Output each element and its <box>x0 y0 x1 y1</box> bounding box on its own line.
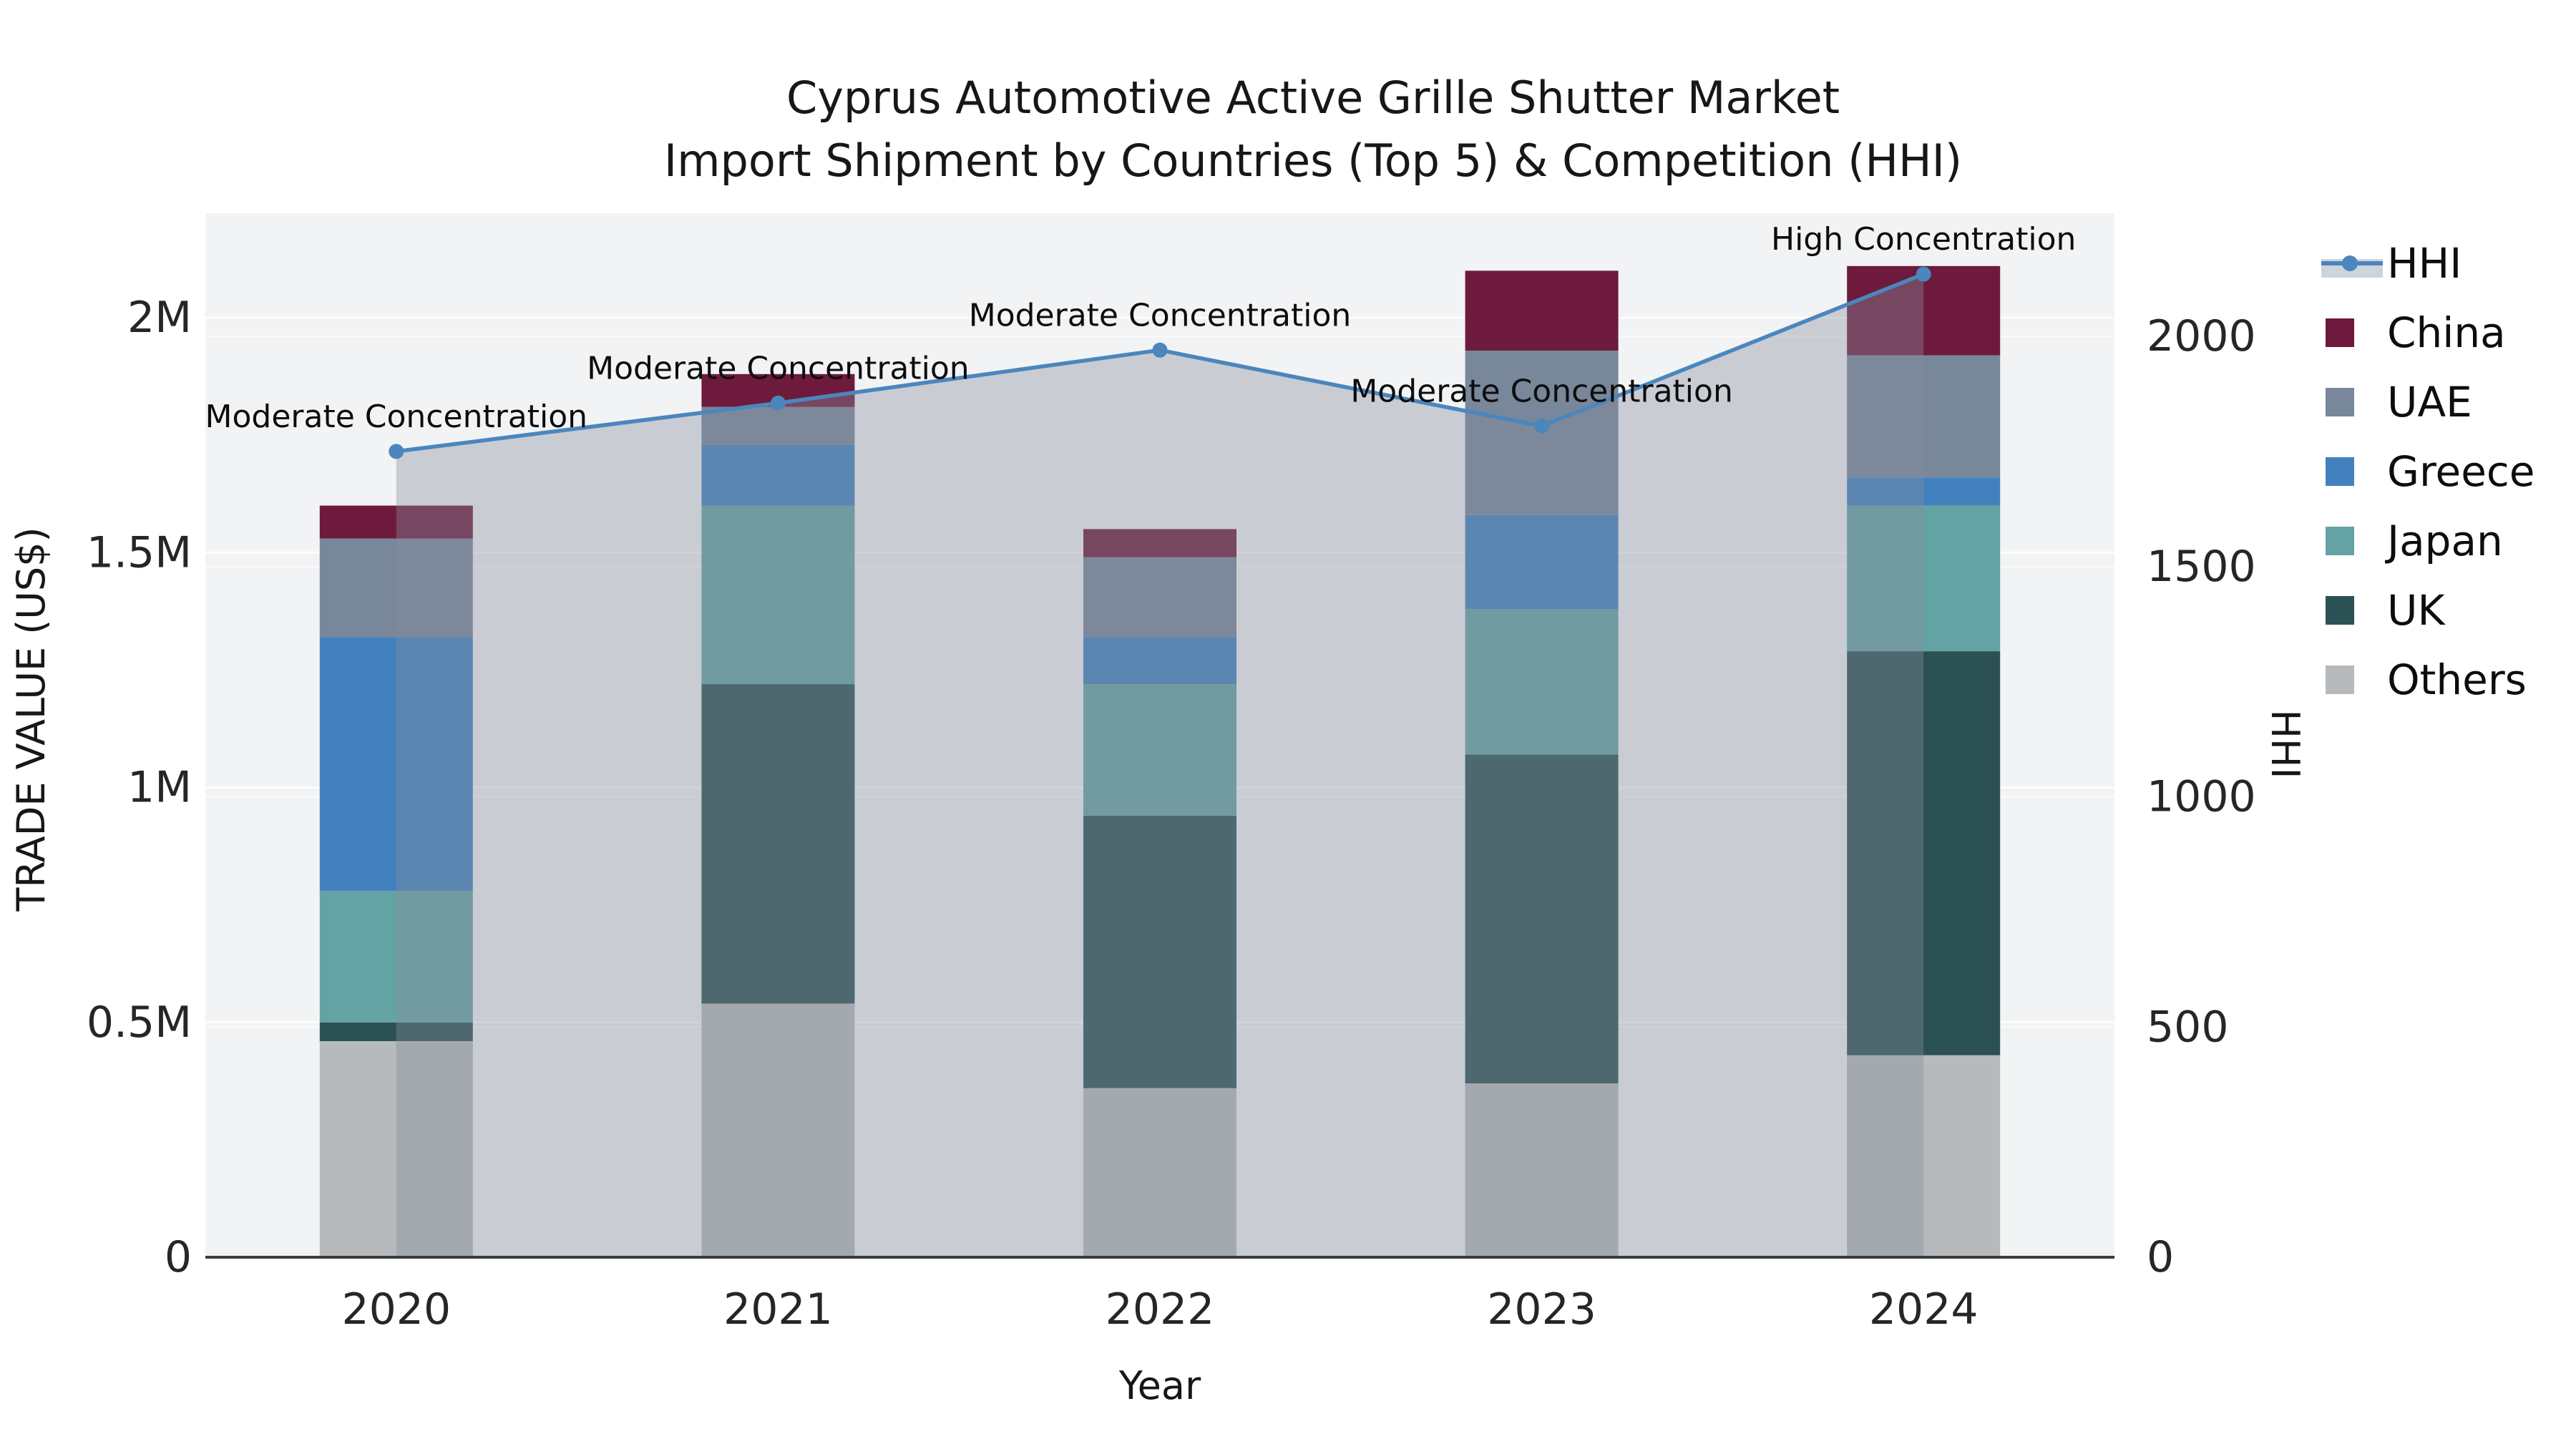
bar-segment-greece-2021[interactable] <box>701 444 855 506</box>
x-axis-title: Year <box>1118 1363 1201 1408</box>
legend-swatch-japan <box>2326 527 2354 555</box>
legend-label-china: China <box>2387 308 2506 357</box>
bar-segment-greece-2020[interactable] <box>319 637 473 891</box>
bar-segment-others-2020[interactable] <box>319 1041 473 1257</box>
y-axis-title: TRADE VALUE (US$) <box>9 527 54 912</box>
bar-segment-uk-2023[interactable] <box>1465 754 1619 1084</box>
legend-swatch-uae <box>2326 388 2354 416</box>
bar-segment-china-2022[interactable] <box>1083 529 1236 557</box>
y2-tick-500: 500 <box>2147 1002 2229 1052</box>
legend-label-uae: UAE <box>2387 378 2472 426</box>
right-axis-tick-labels: 0 500 1000 1500 2000 <box>2147 311 2256 1282</box>
hhi-marker-2020[interactable] <box>389 444 404 459</box>
legend-label-uk: UK <box>2387 586 2446 635</box>
y2-tick-1000: 1000 <box>2147 772 2256 822</box>
legend-swatch-greece <box>2326 457 2354 486</box>
annotations: Moderate Concentration Moderate Concentra… <box>205 221 2077 435</box>
legend-item-hhi[interactable]: HHI <box>2321 239 2462 288</box>
bar-segment-others-2024[interactable] <box>1847 1055 2001 1257</box>
bar-segment-japan-2021[interactable] <box>701 505 855 685</box>
legend-item-uk[interactable]: UK <box>2326 586 2446 635</box>
bar-segment-greece-2023[interactable] <box>1465 514 1619 610</box>
x-tick-2023: 2023 <box>1487 1284 1596 1335</box>
bar-segment-china-2020[interactable] <box>319 505 473 539</box>
legend-swatch-china <box>2326 318 2354 347</box>
annotation-2022: Moderate Concentration <box>969 297 1352 333</box>
legend-label-hhi: HHI <box>2387 239 2462 288</box>
x-tick-2022: 2022 <box>1106 1284 1215 1335</box>
bar-segment-uae-2020[interactable] <box>319 538 473 638</box>
hhi-marker-2024[interactable] <box>1916 266 1931 282</box>
bar-segment-japan-2023[interactable] <box>1465 609 1619 755</box>
bar-segment-uae-2024[interactable] <box>1847 355 2001 478</box>
bar-segment-others-2022[interactable] <box>1083 1088 1236 1257</box>
annotation-2020: Moderate Concentration <box>205 399 588 435</box>
y-tick-0.5M: 0.5M <box>87 997 192 1048</box>
y-tick-1.5M: 1.5M <box>87 527 192 577</box>
x-tick-2020: 2020 <box>341 1284 451 1335</box>
legend-label-others: Others <box>2387 655 2527 704</box>
y2-axis-title: HHI <box>2263 709 2308 779</box>
bar-segment-china-2023[interactable] <box>1465 270 1619 351</box>
hhi-marker-2021[interactable] <box>770 395 786 411</box>
bar-segment-greece-2022[interactable] <box>1083 637 1236 685</box>
hhi-marker-2022[interactable] <box>1152 342 1168 358</box>
y2-tick-1500: 1500 <box>2147 542 2256 592</box>
bar-segment-others-2023[interactable] <box>1465 1083 1619 1257</box>
hhi-area-fill <box>396 274 1924 1258</box>
x-tick-2021: 2021 <box>723 1284 833 1335</box>
bar-segment-uk-2021[interactable] <box>701 684 855 1004</box>
legend-item-uae[interactable]: UAE <box>2326 378 2472 426</box>
bar-segment-japan-2022[interactable] <box>1083 684 1236 816</box>
legend-label-greece: Greece <box>2387 447 2534 496</box>
annotation-2021: Moderate Concentration <box>587 350 970 386</box>
y2-tick-0: 0 <box>2147 1232 2174 1282</box>
chart-title-line2: Import Shipment by Countries (Top 5) & C… <box>664 135 1962 187</box>
bar-segment-uae-2021[interactable] <box>701 406 855 445</box>
bar-segment-uk-2020[interactable] <box>319 1022 473 1042</box>
annotation-2024: High Concentration <box>1771 221 2076 258</box>
stacked-bars <box>319 265 2001 1257</box>
bar-segment-japan-2020[interactable] <box>319 890 473 1023</box>
bar-segment-others-2021[interactable] <box>701 1003 855 1257</box>
hhi-line-layer <box>389 266 1931 1258</box>
chart-title-line1: Cyprus Automotive Active Grille Shutter … <box>786 72 1840 124</box>
legend-swatch-others <box>2326 665 2354 694</box>
legend-swatch-uk <box>2326 596 2354 625</box>
y-tick-2M: 2M <box>127 293 192 343</box>
legend-label-japan: Japan <box>2385 517 2503 565</box>
hhi-marker-2023[interactable] <box>1534 418 1550 434</box>
bar-segment-uk-2024[interactable] <box>1847 651 2001 1055</box>
y-tick-1M: 1M <box>127 763 192 813</box>
legend-item-others[interactable]: Others <box>2326 655 2527 704</box>
y2-tick-2000: 2000 <box>2147 311 2256 361</box>
legend-item-china[interactable]: China <box>2326 308 2506 357</box>
y-tick-0: 0 <box>165 1232 192 1282</box>
bar-segment-japan-2024[interactable] <box>1847 505 2001 652</box>
legend: HHI China UAE Greece Japan UK Others <box>2321 239 2534 704</box>
annotation-2023: Moderate Concentration <box>1350 373 1733 409</box>
bar-segment-greece-2024[interactable] <box>1847 477 2001 506</box>
legend-item-greece[interactable]: Greece <box>2326 447 2534 496</box>
x-tick-2024: 2024 <box>1869 1284 1979 1335</box>
bar-segment-uae-2022[interactable] <box>1083 557 1236 638</box>
legend-item-japan[interactable]: Japan <box>2326 517 2503 565</box>
bar-segment-uk-2022[interactable] <box>1083 815 1236 1088</box>
legend-hhi-marker-icon <box>2342 255 2358 271</box>
left-axis-tick-labels: 0 0.5M 1M 1.5M 2M <box>87 293 192 1282</box>
x-axis-tick-labels: 2020 2021 2022 2023 2024 <box>341 1284 1978 1335</box>
